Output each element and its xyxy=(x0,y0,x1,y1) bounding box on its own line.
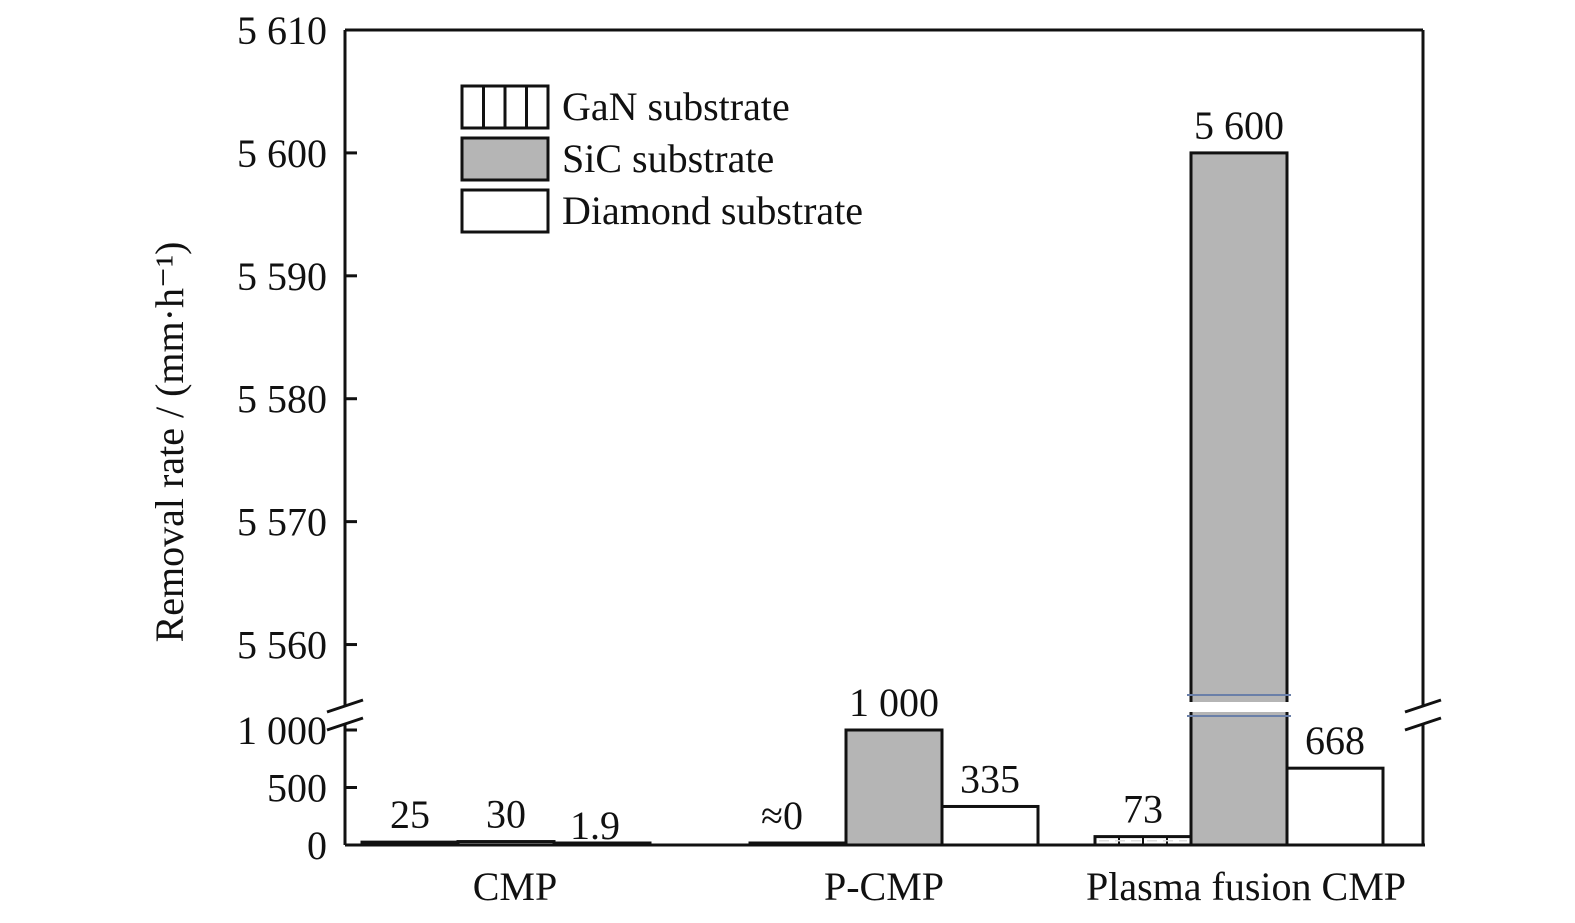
bar-diamond-substrate-plasma-fusion-cmp xyxy=(1285,766,1385,845)
y-tick-label-5-580: 5 580 xyxy=(237,377,327,422)
legend-item-gan-substrate: GaN substrate xyxy=(460,84,790,130)
y-tick-label-5-600: 5 600 xyxy=(237,131,327,176)
y-tick-label-5-590: 5 590 xyxy=(237,254,327,299)
y-tick-label-1-000: 1 000 xyxy=(237,708,327,753)
value-label-diamond-substrate-p-cmp: 335 xyxy=(960,756,1020,801)
y-axis-label: Removal rate / (mm·h⁻¹) xyxy=(147,242,192,643)
bar-sic-substrate-p-cmp xyxy=(844,728,944,845)
value-label-sic-substrate-p-cmp: 1 000 xyxy=(849,680,939,725)
axis-break-mark-left-2 xyxy=(326,716,364,732)
y-tick-label-5-570: 5 570 xyxy=(237,500,327,545)
bar-sic-substrate-plasma-fusion-cmp xyxy=(1189,151,1289,845)
value-label-diamond-substrate-plasma-fusion-cmp: 668 xyxy=(1305,718,1365,763)
legend-swatch-diamond-substrate xyxy=(460,188,550,234)
value-label-diamond-substrate-cmp: 1.9 xyxy=(570,803,620,848)
value-label-sic-substrate-plasma-fusion-cmp: 5 600 xyxy=(1194,103,1284,148)
value-label-gan-substrate-p-cmp: ≈0 xyxy=(761,793,803,838)
legend-label-gan-substrate: GaN substrate xyxy=(562,84,790,129)
legend-swatch-sic-substrate xyxy=(460,136,550,182)
y-tick-label-5-610: 5 610 xyxy=(237,8,327,53)
y-tick-label-500: 500 xyxy=(267,766,327,811)
legend-label-diamond-substrate: Diamond substrate xyxy=(562,188,863,233)
y-tick-label-5-560: 5 560 xyxy=(237,623,327,668)
value-label-gan-substrate-cmp: 25 xyxy=(390,792,430,837)
value-label-gan-substrate-plasma-fusion-cmp: 73 xyxy=(1123,787,1163,832)
value-label-sic-substrate-cmp: 30 xyxy=(486,792,526,837)
axis-break-mark-right xyxy=(1404,698,1442,714)
axis-break-mark-right-2 xyxy=(1404,716,1442,732)
x-category-label-plasma-fusion-cmp: Plasma fusion CMP xyxy=(1086,864,1406,909)
y-tick-label-0: 0 xyxy=(307,823,327,868)
legend: GaN substrate SiC substrate Diamond substr… xyxy=(460,84,863,234)
x-category-label-cmp: CMP xyxy=(473,864,558,909)
axes-frame xyxy=(343,28,1425,847)
axis-break-mark-left xyxy=(326,698,364,714)
bar-diamond-substrate-p-cmp xyxy=(940,804,1040,845)
x-category-label-p-cmp: P-CMP xyxy=(824,864,944,909)
legend-item-sic-substrate: SiC substrate xyxy=(460,136,774,182)
legend-item-diamond-substrate: Diamond substrate xyxy=(460,188,863,234)
legend-label-sic-substrate: SiC substrate xyxy=(562,136,774,181)
bar-axis-break xyxy=(1185,694,1293,717)
